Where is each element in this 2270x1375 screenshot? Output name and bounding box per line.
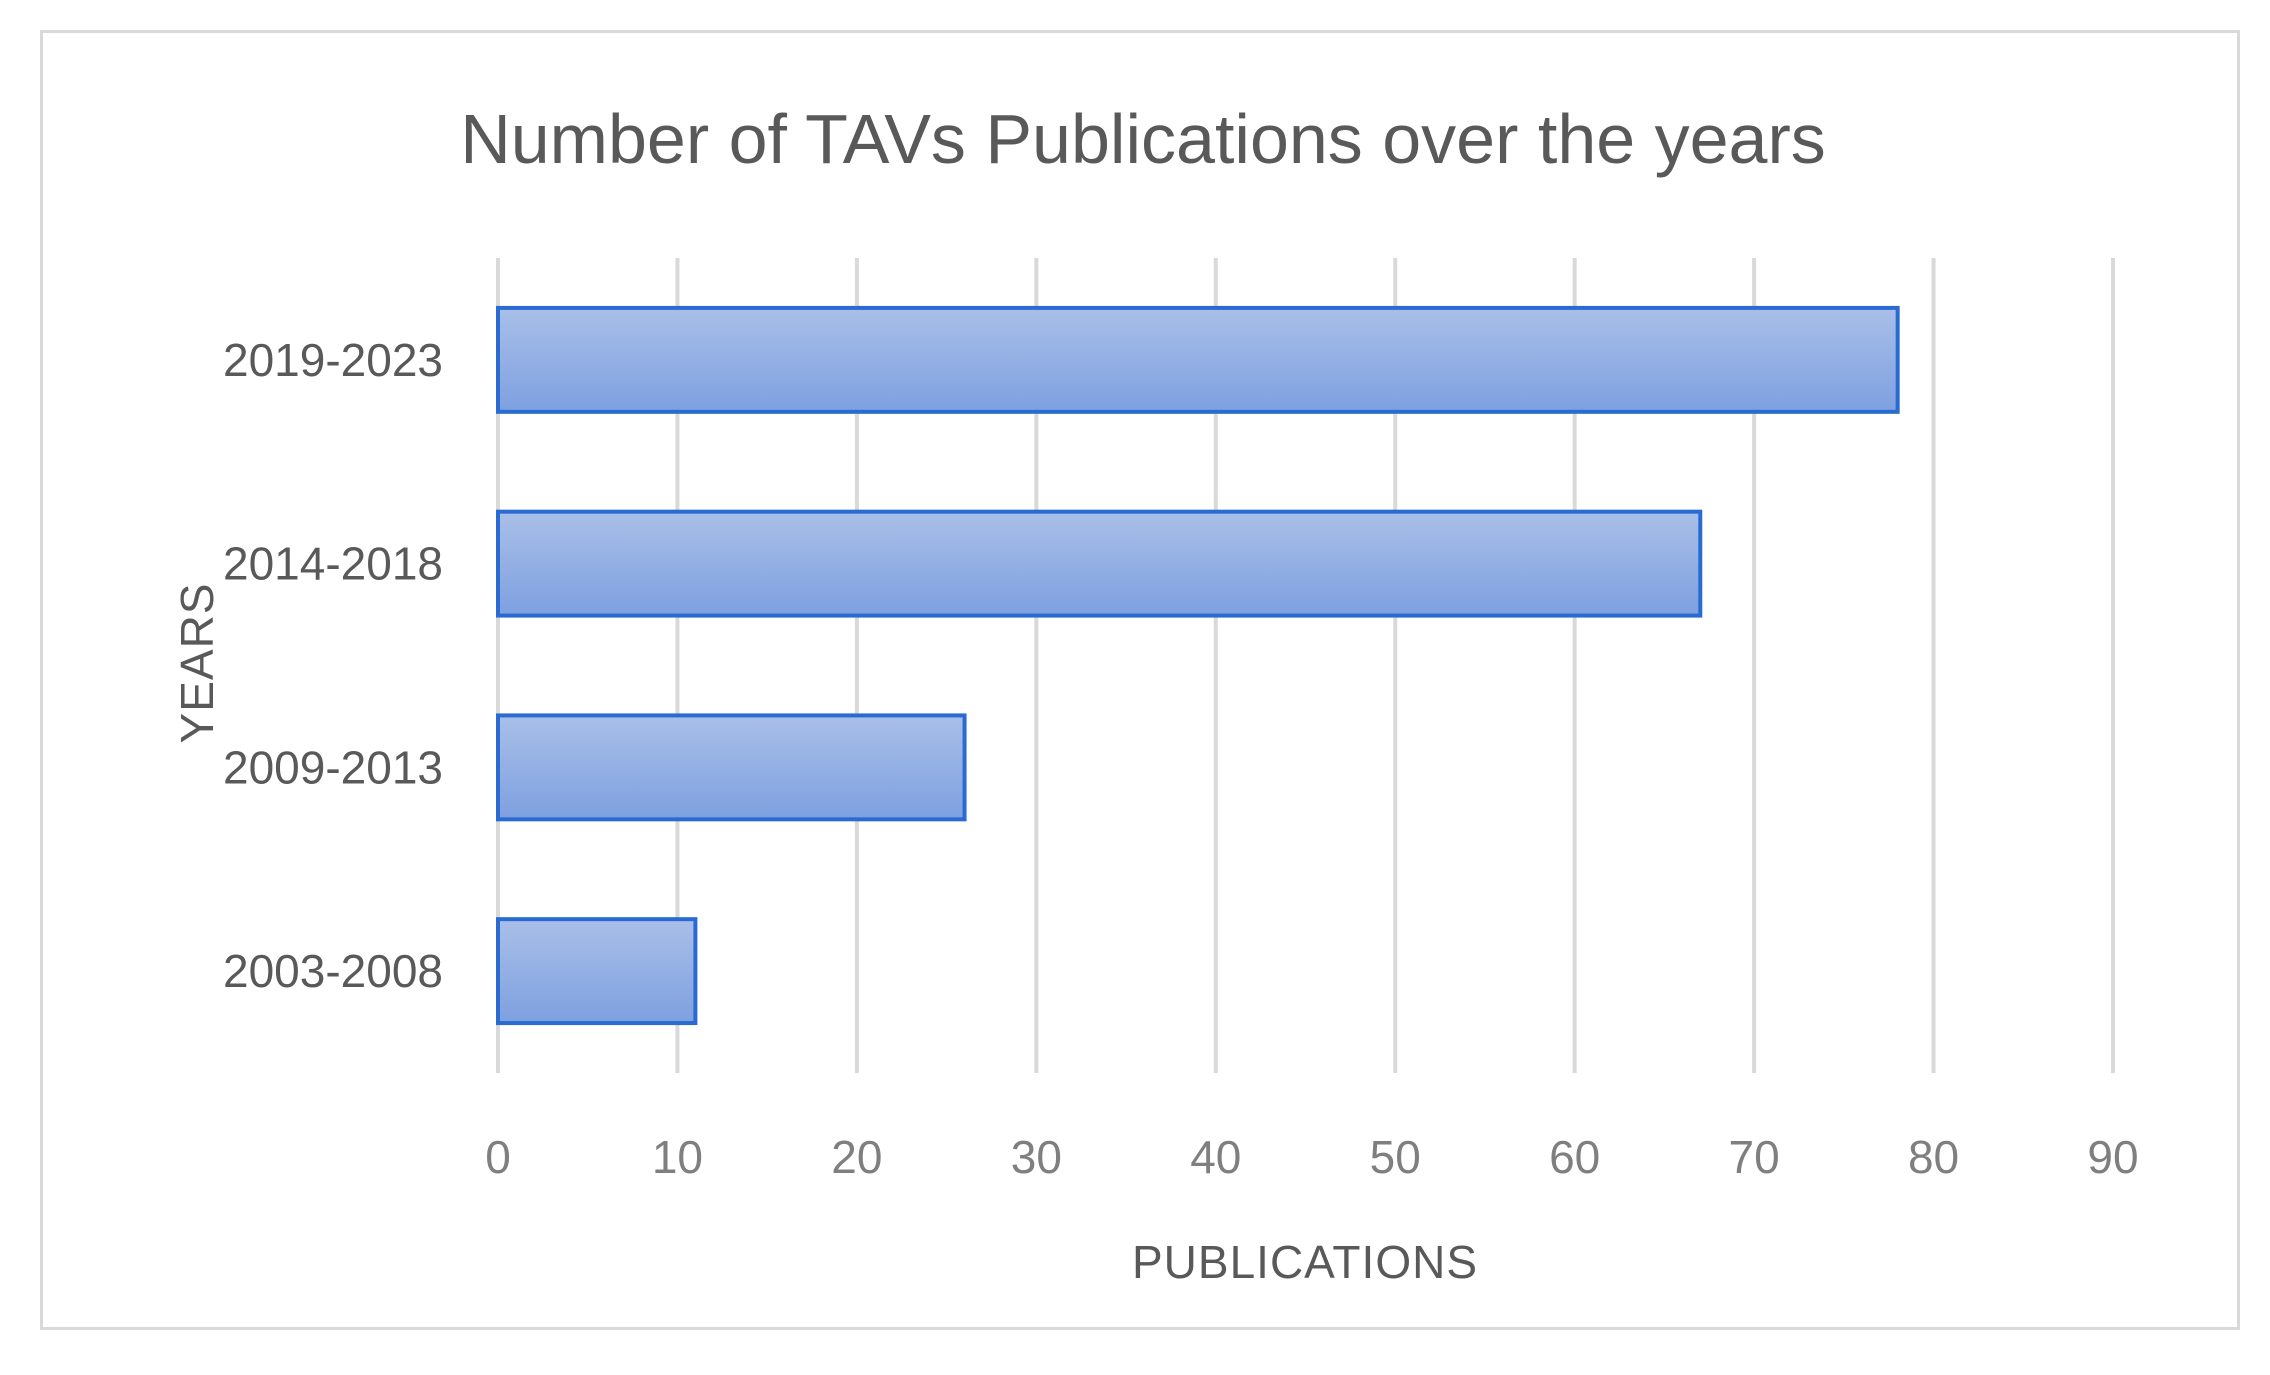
x-tick-label: 90 [2087, 1131, 2138, 1183]
bar [496, 305, 1900, 414]
chart-title: Number of TAVs Publications over the yea… [460, 100, 1826, 178]
x-tick-label: 40 [1190, 1131, 1241, 1183]
x-tick-label: 50 [1370, 1131, 1421, 1183]
x-tick-label: 60 [1549, 1131, 1600, 1183]
bar [496, 917, 698, 1026]
x-tick-label: 20 [831, 1131, 882, 1183]
x-tick-label: 80 [1908, 1131, 1959, 1183]
bar [496, 509, 1703, 618]
y-tick-label: 2019-2023 [223, 334, 443, 386]
y-tick-label: 2014-2018 [223, 538, 443, 590]
y-axis-label: YEARS [171, 583, 223, 744]
bar-chart: Number of TAVs Publications over the yea… [171, 100, 2139, 1288]
chart-frame: Number of TAVs Publications over the yea… [40, 30, 2240, 1330]
x-axis-label: PUBLICATIONS [1132, 1236, 1478, 1288]
y-tick-label: 2009-2013 [223, 741, 443, 793]
y-tick-labels: 2003-2008 2009-2013 2014-2018 2019-2023 [223, 334, 443, 997]
bar [496, 713, 967, 822]
y-tick-label: 2003-2008 [223, 945, 443, 997]
x-tick-labels: 0 10 20 30 40 50 60 70 80 90 [485, 1131, 2138, 1183]
x-tick-label: 10 [652, 1131, 703, 1183]
x-tick-label: 0 [485, 1131, 511, 1183]
x-tick-label: 70 [1729, 1131, 1780, 1183]
bars [496, 305, 1900, 1026]
x-tick-label: 30 [1011, 1131, 1062, 1183]
